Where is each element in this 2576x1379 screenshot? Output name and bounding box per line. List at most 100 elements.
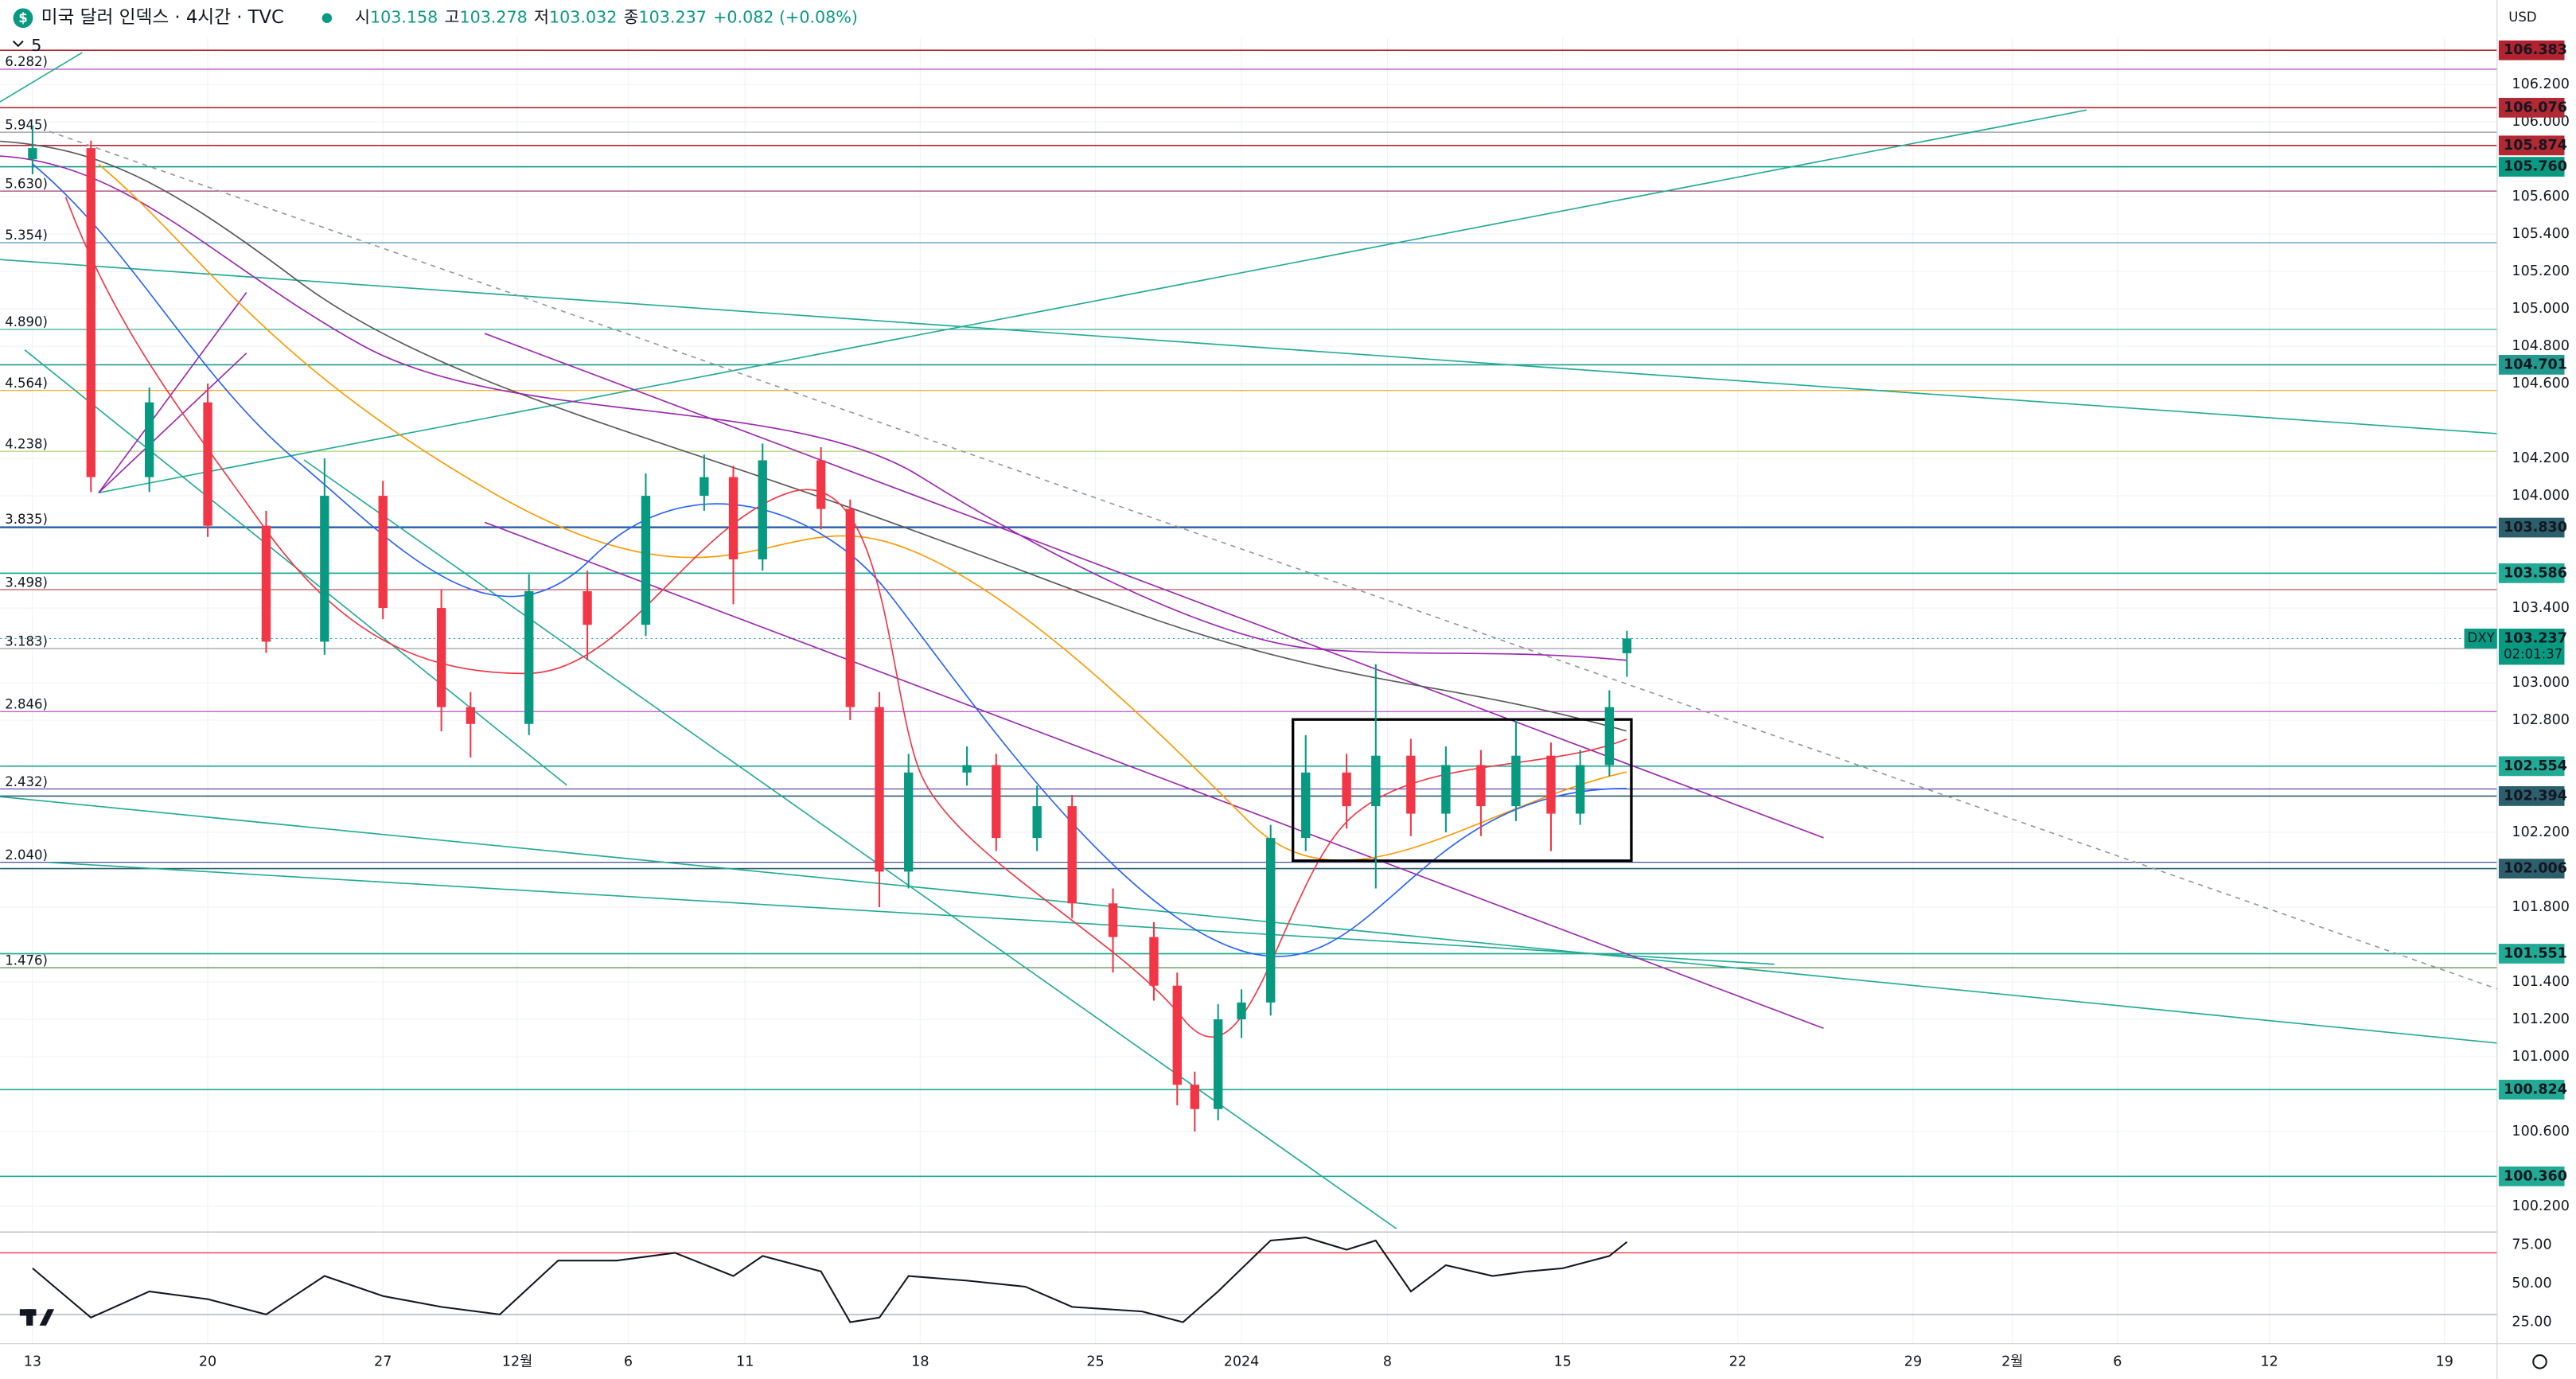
candle-body <box>1511 755 1521 807</box>
y-tick-label: 106.200 <box>2512 76 2570 92</box>
ohlc-label: 저 <box>534 8 549 27</box>
trend-line <box>49 861 1775 965</box>
ohlc-label: 시 <box>355 8 370 27</box>
candle-body <box>816 460 826 509</box>
candle-body <box>1476 765 1486 807</box>
logo-part <box>39 1309 55 1326</box>
symbol-icon-glyph: $ <box>18 10 27 25</box>
candle-body <box>1546 755 1556 814</box>
x-tick-label: 12 <box>2260 1354 2278 1369</box>
range-box <box>1292 718 1633 863</box>
collapse-toggle[interactable] <box>12 40 24 48</box>
candle-body <box>1301 772 1311 839</box>
price-label-bg <box>2498 563 2565 583</box>
price-label-bg <box>2498 786 2565 806</box>
trend-line <box>484 521 1824 1030</box>
ohlc-value: 103.158 <box>370 8 438 27</box>
level-label: 4.890) <box>5 314 48 329</box>
candle-body <box>1406 755 1416 814</box>
candle-body <box>86 148 95 477</box>
candle-body <box>320 496 329 642</box>
y-tick-label: 103.000 <box>2512 675 2570 691</box>
symbol-tag-bg <box>2464 628 2497 649</box>
moving-average <box>0 140 1627 732</box>
candle-body <box>1604 707 1615 765</box>
x-tick-label: 29 <box>1904 1354 1922 1369</box>
trend-line <box>0 52 83 103</box>
last-price-bg <box>2498 628 2565 665</box>
price-label-bg <box>2498 40 2565 60</box>
indicator-count[interactable]: 5 <box>31 36 41 55</box>
axes: 13 20 27 12월 6 11 18 25 2024 8 15 22 29 2월 6 12 19 106.20… <box>24 40 2570 1369</box>
candle-body <box>1213 1019 1223 1109</box>
countdown: 02:01:37 <box>2504 647 2562 662</box>
price-label-bg <box>2498 756 2565 777</box>
y-tick-label: 102.800 <box>2512 712 2570 728</box>
price-label: 103.586 <box>2504 565 2567 581</box>
ohlc-value: 103.237 <box>639 8 707 27</box>
candle-body <box>144 402 154 477</box>
level-label: 4.564) <box>5 376 48 391</box>
candle-body <box>700 477 709 497</box>
price-label: 103.830 <box>2504 520 2567 536</box>
level-label: 3.183) <box>5 633 48 649</box>
x-tick-label: 18 <box>911 1354 929 1369</box>
candle-body <box>1575 765 1585 814</box>
x-tick-label: 2월 <box>2001 1354 2023 1369</box>
candle-body <box>1032 806 1042 839</box>
trend-line <box>98 291 247 493</box>
x-tick-label: 25 <box>1086 1354 1104 1369</box>
candle-body <box>641 496 651 625</box>
trend-line <box>49 130 2498 990</box>
y-tick-label: 105.000 <box>2512 301 2570 317</box>
candle-body <box>524 590 534 724</box>
market-status <box>322 13 333 23</box>
candle-body <box>992 765 1001 839</box>
x-tick-label: 6 <box>624 1354 633 1369</box>
candle-body <box>1237 1002 1246 1019</box>
ohlc: 시103.158 고103.278 저103.032 종103.237 +0.082 (… <box>355 8 858 27</box>
candle-body <box>583 590 592 625</box>
price-label-bg <box>2498 355 2565 375</box>
currency[interactable]: USD <box>2508 10 2536 25</box>
level-label: 5.630) <box>5 176 48 191</box>
price-label: 105.760 <box>2504 159 2567 175</box>
candle-body <box>261 525 271 642</box>
ohlc-label: 고 <box>445 8 460 27</box>
x-tick-label: 13 <box>24 1354 41 1369</box>
price-label: 100.824 <box>2504 1081 2567 1097</box>
ohlc-value: 103.032 <box>549 8 617 27</box>
price-axis <box>2496 0 2576 1379</box>
level-label: 2.432) <box>5 774 48 789</box>
ohlc-value: 103.278 <box>459 8 527 27</box>
symbol-title[interactable]: 미국 달러 인덱스 · 4시간 · TVC <box>41 7 284 28</box>
level-label: 1.476) <box>5 952 48 968</box>
price-label: 100.360 <box>2504 1168 2567 1184</box>
price-label-bg <box>2498 1166 2565 1186</box>
x-tick-label: 19 <box>2436 1354 2453 1369</box>
y-tick-label: 106.000 <box>2512 114 2570 130</box>
symbol-icon <box>13 8 33 29</box>
candle-body <box>1371 755 1381 807</box>
settings-button[interactable] <box>2532 1354 2547 1369</box>
candle-body <box>378 496 388 609</box>
level-label: 2.846) <box>5 696 48 711</box>
trend-line <box>0 796 2497 1044</box>
price-label-bg <box>2498 157 2565 177</box>
symbol-tag: DXY <box>2468 630 2496 645</box>
y-tick-label: 104.600 <box>2512 376 2570 391</box>
y-tick-label: 104.000 <box>2512 488 2570 504</box>
candle-body <box>1190 1085 1199 1109</box>
moving-average <box>0 155 1627 661</box>
level-label: 3.498) <box>5 575 48 590</box>
level-label: 6.282) <box>5 54 48 69</box>
x-tick-label: 15 <box>1553 1354 1571 1369</box>
moving-average <box>64 197 1627 1038</box>
candle-body <box>436 608 446 707</box>
candle-body <box>875 707 884 872</box>
candles <box>28 125 1632 1132</box>
last-price-label: 103.237 <box>2504 630 2567 646</box>
y-tick-label: 104.200 <box>2512 450 2570 466</box>
